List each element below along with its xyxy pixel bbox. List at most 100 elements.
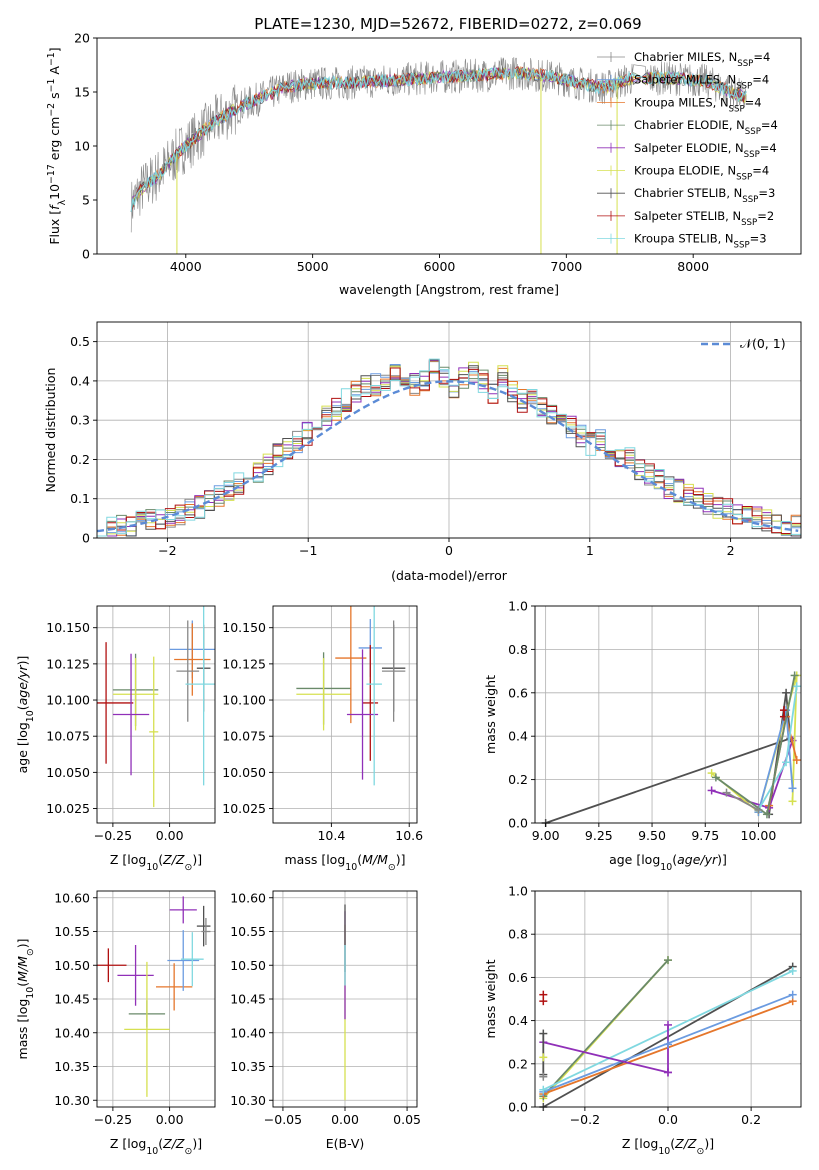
x-tick-label: 10.00 xyxy=(741,828,777,843)
y-tick-label: 10.35 xyxy=(230,1059,266,1074)
age_mass_weight-panel: 9.00 9.25 9.50 9.75 10.00 0.0 0.2 0.4 0.6 0.8 1.0 a… xyxy=(483,599,802,873)
x-tick-label: 0.00 xyxy=(156,828,184,843)
x-tick-label: 1 xyxy=(586,543,594,558)
y-tick-label: 10.55 xyxy=(54,924,90,939)
legend-label: Salpeter STELIB, NSSP=2 xyxy=(634,209,774,228)
y-tick-label: 0.5 xyxy=(70,334,90,349)
x-tick-label: 9.25 xyxy=(585,828,613,843)
axes-frame xyxy=(534,605,802,824)
y-tick-label: 0.4 xyxy=(70,373,90,388)
y-tick-label: 10.150 xyxy=(46,620,90,635)
y-tick-label: 10.40 xyxy=(230,1025,266,1040)
x-tick-label: −2 xyxy=(158,543,176,558)
errorbars xyxy=(97,606,215,808)
x-tick-label: −0.25 xyxy=(94,1112,132,1127)
y-tick-label: 20 xyxy=(74,31,90,46)
weight-line xyxy=(726,791,759,811)
axes-frame xyxy=(272,605,418,824)
x-axis-label: mass [log10(M/M⊙)] xyxy=(285,852,406,873)
y-tick-label: 0.0 xyxy=(508,816,528,831)
x-tick-label: 9.50 xyxy=(638,828,666,843)
y-axis-label: mass weight xyxy=(483,959,498,1038)
legend-label: Chabrier ELODIE, NSSP=4 xyxy=(634,118,778,137)
y-axis-label: mass [log10(M/M⊙)] xyxy=(15,939,36,1060)
y-tick-label: 15 xyxy=(74,85,90,100)
y-tick-label: 10.55 xyxy=(230,924,266,939)
x-axis-label: Z [log10(Z/Z⊙)] xyxy=(110,852,202,873)
x-tick-label: 9.00 xyxy=(532,828,560,843)
x-tick-label: 0.0 xyxy=(658,1112,678,1127)
errorbars xyxy=(97,896,211,1097)
y-tick-label: 0.6 xyxy=(508,685,528,700)
y-tick-label: 10.100 xyxy=(46,693,90,708)
y-tick-label: 10.45 xyxy=(54,992,90,1007)
y-tick-label: 0.2 xyxy=(508,1056,528,1071)
x-tick-label: 7000 xyxy=(550,259,582,274)
y-tick-label: 0.8 xyxy=(508,642,528,657)
y-axis-label: mass weight xyxy=(483,675,498,754)
x-tick-label: 5000 xyxy=(297,259,329,274)
y-tick-label: 1.0 xyxy=(508,599,528,614)
weight-lines xyxy=(541,671,801,827)
legend-label: Chabrier MILES, NSSP=4 xyxy=(634,50,770,69)
y-tick-label: 0.0 xyxy=(508,1100,528,1115)
weight-line xyxy=(542,959,669,1097)
residuals-panel: −2 −1 0 1 2 0 0.1 0.2 0.3 0.4 0.5 (data-model)/erro… xyxy=(43,321,802,583)
y-tick-label: 10.60 xyxy=(54,890,90,905)
spectrum-model-line xyxy=(130,66,747,212)
spectrum-panel: 4000 5000 6000 7000 8000 0 5 10 15 20 wavelength [… xyxy=(46,31,802,297)
x-tick-label: −0.25 xyxy=(94,828,132,843)
legend: Chabrier MILES, NSSP=4 Salpeter MILES, NS… xyxy=(597,50,778,251)
weight-line xyxy=(543,1041,669,1074)
x-tick-label: −0.2 xyxy=(570,1112,600,1127)
y-tick-label: 1.0 xyxy=(508,884,528,899)
legend-label: Kroupa STELIB, NSSP=3 xyxy=(634,232,767,251)
x-tick-label: 2 xyxy=(727,543,735,558)
ebv_vs_mass-panel: −0.05 0.00 0.05 10.30 10.35 10.40 10.45 10.50 10… xyxy=(230,890,421,1151)
y-tick-label: 10.150 xyxy=(222,620,266,635)
figure-title: PLATE=1230, MJD=52672, FIBERID=0272, z=0… xyxy=(254,15,641,33)
y-tick-label: 0.6 xyxy=(508,970,528,985)
x-axis-label: wavelength [Angstrom, rest frame] xyxy=(339,282,559,297)
axes-frame xyxy=(96,605,216,824)
x-tick-label: 10.6 xyxy=(395,828,423,843)
y-tick-label: 10.30 xyxy=(54,1093,90,1108)
y-tick-label: 10.30 xyxy=(230,1093,266,1108)
y-tick-label: 0.8 xyxy=(508,927,528,942)
x-tick-label: 0.00 xyxy=(331,1112,359,1127)
x-tick-label: −1 xyxy=(299,543,317,558)
y-axis-label: Flux [fλ10−17 erg cm−2 s−1 A−1] xyxy=(46,47,68,244)
spectrum-model-line xyxy=(130,66,747,213)
x-tick-label: 0.00 xyxy=(156,1112,184,1127)
y-tick-label: 10.125 xyxy=(46,656,90,671)
y-axis-label: age [log10(age/yr)] xyxy=(15,656,36,774)
y-tick-label: 10.050 xyxy=(46,765,90,780)
Z_mass_weight-panel: −0.2 0.0 0.2 0.0 0.2 0.4 0.6 0.8 1.0 Z [log10(Z/Z… xyxy=(483,884,802,1157)
spectrum-lines xyxy=(130,57,747,254)
y-tick-label: 10.45 xyxy=(230,992,266,1007)
x-axis-label: Z [log10(Z/Z⊙)] xyxy=(110,1136,202,1157)
y-tick-label: 10.100 xyxy=(222,693,266,708)
weight-line xyxy=(545,692,792,824)
y-tick-label: 10.125 xyxy=(222,656,266,671)
legend-label: Chabrier STELIB, NSSP=3 xyxy=(634,186,775,205)
x-tick-label: 0 xyxy=(445,543,453,558)
x-axis-label: E(B-V) xyxy=(326,1136,365,1151)
residual-step-line xyxy=(97,358,801,537)
legend-label: Salpeter MILES, NSSP=4 xyxy=(634,73,769,92)
legend-label: Salpeter ELODIE, NSSP=4 xyxy=(634,141,777,160)
y-tick-label: 10.075 xyxy=(222,729,266,744)
weight-lines xyxy=(539,956,797,1111)
gaussian-curve xyxy=(97,380,799,533)
x-tick-label: 8000 xyxy=(677,259,709,274)
y-tick-label: 10.025 xyxy=(46,801,90,816)
x-axis-label: (data-model)/error xyxy=(391,568,508,583)
y-tick-label: 0.2 xyxy=(70,452,90,467)
y-tick-label: 0 xyxy=(82,247,90,262)
y-tick-label: 10 xyxy=(74,139,90,154)
residual-steps xyxy=(97,358,801,537)
x-tick-label: 0.05 xyxy=(393,1112,421,1127)
x-axis-label: age [log10(age/yr)] xyxy=(609,852,727,873)
